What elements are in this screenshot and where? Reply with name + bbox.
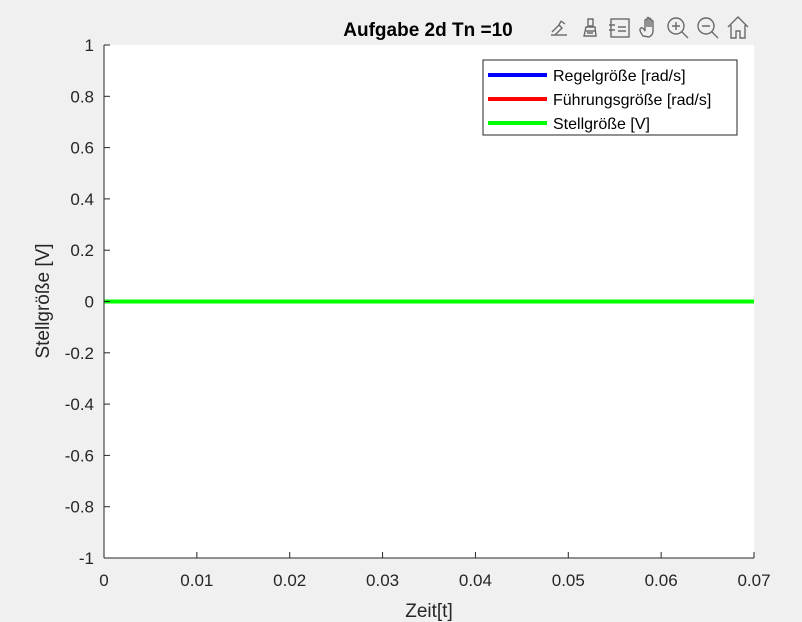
legend[interactable]: Regelgröße [rad/s] Führungsgröße [rad/s] S… xyxy=(482,59,738,136)
y-tick-label: -1 xyxy=(79,549,94,568)
y-tick-label: -0.2 xyxy=(65,344,94,363)
data-tips-icon[interactable] xyxy=(607,16,631,40)
zoom-out-icon[interactable] xyxy=(695,15,721,41)
zoom-in-icon[interactable] xyxy=(665,15,691,41)
x-tick-label: 0.02 xyxy=(273,571,306,590)
brush-icon[interactable] xyxy=(578,16,602,40)
ticks-layer: 0 0.01 0.02 0.03 0.04 0.05 0.06 0.07 1 0.8 0.6 0.4 0… xyxy=(65,36,771,590)
home-icon[interactable] xyxy=(725,14,751,40)
y-tick-label: 0.6 xyxy=(70,139,94,158)
y-tick-label: 0.2 xyxy=(70,241,94,260)
x-tick-label: 0.05 xyxy=(552,571,585,590)
y-axis-label: Stellgröße [V] xyxy=(33,243,54,358)
x-axis-label: Zeit[t] xyxy=(405,601,453,622)
legend-label: Regelgröße [rad/s] xyxy=(553,68,686,85)
chart-title: Aufgabe 2d Tn =10 xyxy=(343,20,512,41)
y-tick-label: 0.8 xyxy=(70,87,94,106)
legend-label: Stellgröße [V] xyxy=(553,116,650,133)
y-tick-label: 0 xyxy=(85,293,94,312)
export-icon[interactable] xyxy=(546,16,570,40)
y-tick-label: -0.4 xyxy=(65,395,94,414)
y-tick-label: -0.6 xyxy=(65,446,94,465)
x-tick-label: 0.01 xyxy=(180,571,213,590)
x-tick-label: 0.06 xyxy=(645,571,678,590)
axes-toolbar xyxy=(546,14,751,41)
x-tick-label: 0.07 xyxy=(737,571,770,590)
x-tick-label: 0 xyxy=(99,571,108,590)
x-tick-label: 0.03 xyxy=(366,571,399,590)
y-tick-label: 1 xyxy=(85,36,94,55)
legend-label: Führungsgröße [rad/s] xyxy=(553,92,711,109)
x-tick-label: 0.04 xyxy=(459,571,492,590)
y-tick-label: -0.8 xyxy=(65,498,94,517)
pan-icon[interactable] xyxy=(636,14,662,40)
y-tick-label: 0.4 xyxy=(70,190,94,209)
